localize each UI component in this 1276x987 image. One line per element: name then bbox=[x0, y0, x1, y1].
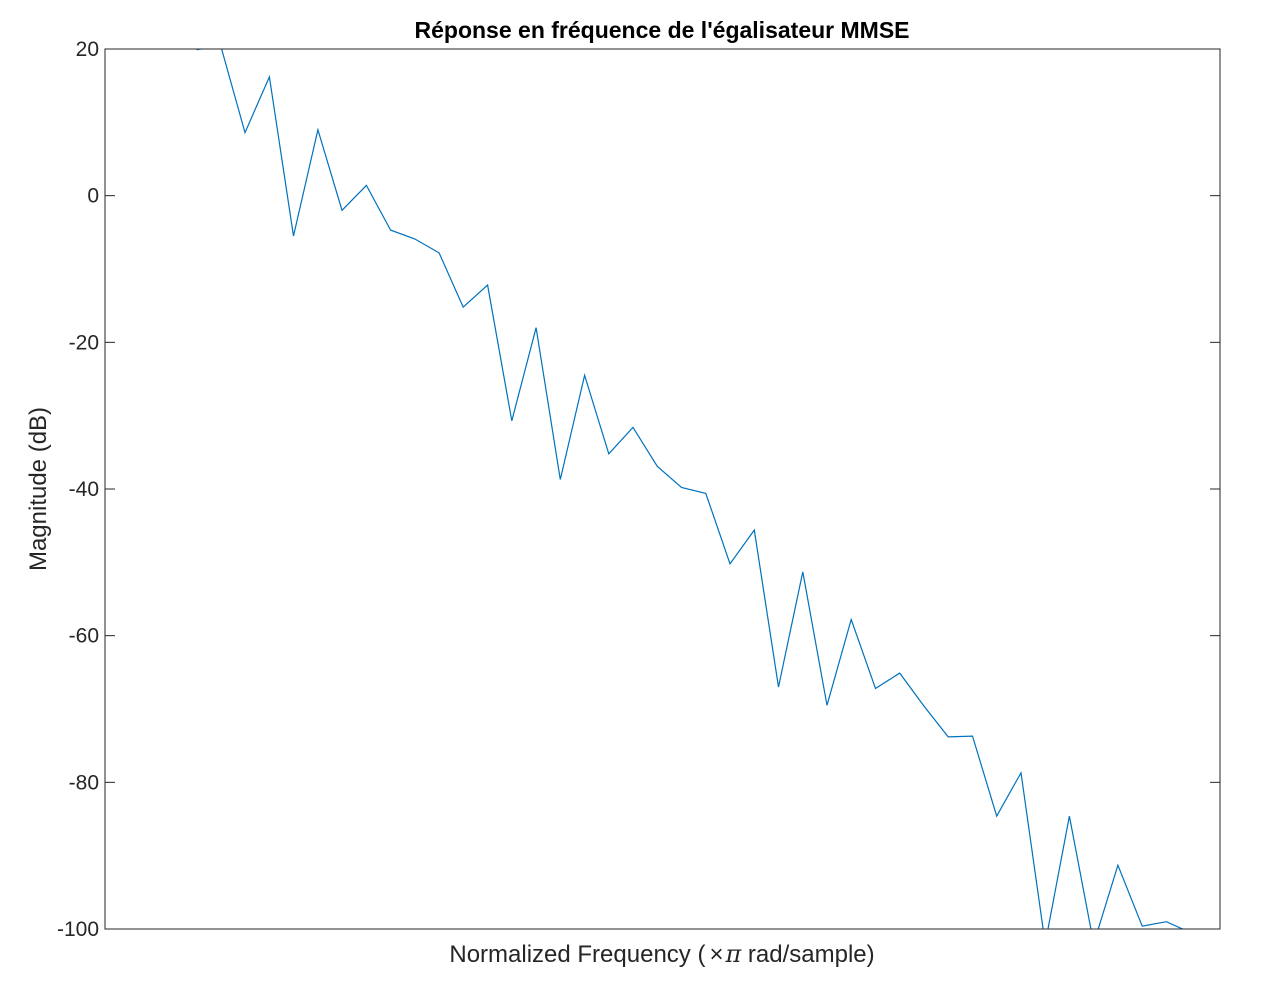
y-tick-label: -20 bbox=[69, 331, 99, 354]
x-axis-label-prefix: Normalized Frequency ( bbox=[449, 941, 705, 968]
y-axis-label: Magnitude (dB) bbox=[25, 407, 52, 571]
x-axis-label: Normalized Frequency (×π rad/sample) bbox=[449, 940, 874, 968]
y-tick-label: -80 bbox=[69, 771, 99, 794]
chart-title: Réponse en fréquence de l'égalisateur MM… bbox=[415, 17, 910, 43]
y-tick-label: 20 bbox=[76, 38, 99, 61]
y-axis: 20 0 -20 -40 -60 -80 -100 bbox=[57, 38, 1220, 941]
times-symbol: × bbox=[709, 941, 723, 968]
plot-area bbox=[196, 49, 1184, 929]
plot-frame bbox=[104, 48, 1221, 930]
series-line bbox=[196, 49, 1184, 929]
x-axis-label-suffix: rad/sample) bbox=[741, 941, 874, 968]
y-tick-label: 0 bbox=[87, 185, 99, 208]
y-tick-label: -100 bbox=[57, 918, 99, 941]
y-tick-label: -40 bbox=[69, 478, 99, 501]
pi-symbol: π bbox=[724, 940, 742, 968]
y-tick-label: -60 bbox=[69, 625, 99, 648]
